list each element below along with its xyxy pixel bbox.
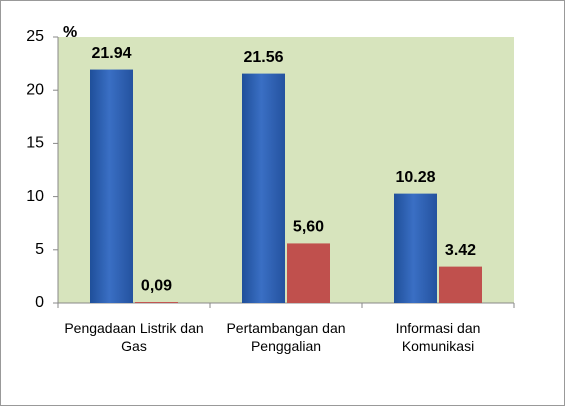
y-tick-label: 10 (26, 188, 44, 205)
bar (287, 243, 330, 303)
bar (135, 302, 178, 303)
y-axis-label: % (63, 24, 77, 41)
data-label: 5,60 (293, 219, 324, 236)
data-label: 3.42 (445, 242, 476, 259)
data-label: 21.94 (91, 45, 131, 62)
y-tick-label: 20 (26, 81, 44, 98)
plot-area (58, 37, 514, 303)
bar (394, 193, 437, 303)
x-tick-label: Informasi dan Komunikasi (395, 320, 481, 354)
data-label: 21.56 (243, 49, 283, 66)
bar (90, 69, 133, 303)
x-tick-label: Pengadaan Listrik dan Gas (64, 320, 204, 354)
y-tick-label: 0 (35, 294, 44, 311)
bar (242, 73, 285, 304)
data-label: 10.28 (395, 169, 435, 186)
data-label: 0,09 (141, 277, 172, 294)
y-tick-label: 25 (26, 28, 44, 45)
x-tick-label: Pertambangan dan Penggalian (226, 320, 346, 354)
y-tick-label: 5 (35, 241, 44, 258)
bar (439, 266, 482, 303)
y-tick-label: 15 (26, 135, 44, 152)
